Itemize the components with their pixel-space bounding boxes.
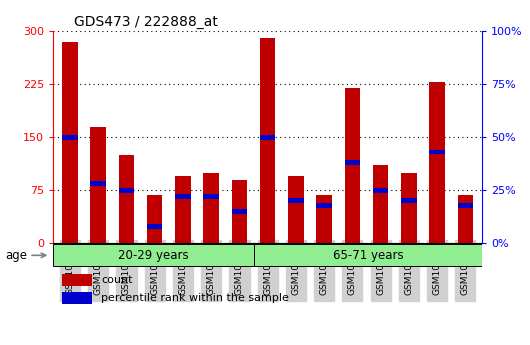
Bar (260, 135, 276, 140)
Bar (260, 38, 276, 243)
Bar (429, 149, 445, 155)
Bar (119, 155, 134, 243)
Bar (316, 195, 332, 243)
Text: 65-71 years: 65-71 years (333, 249, 403, 262)
Bar (119, 188, 134, 193)
Text: percentile rank within the sample: percentile rank within the sample (101, 293, 289, 303)
Bar (91, 127, 106, 243)
FancyArrowPatch shape (32, 253, 46, 257)
Bar (316, 203, 332, 207)
Bar (288, 176, 304, 243)
Bar (62, 135, 78, 140)
Bar (457, 195, 473, 243)
Bar (147, 224, 162, 229)
Bar (373, 166, 388, 243)
Bar (344, 160, 360, 165)
Bar (91, 181, 106, 186)
Text: 20-29 years: 20-29 years (118, 249, 189, 262)
Bar (344, 88, 360, 243)
Bar (175, 176, 191, 243)
Text: GDS473 / 222888_at: GDS473 / 222888_at (74, 14, 218, 29)
Bar (204, 172, 219, 243)
Text: age: age (5, 249, 28, 262)
Text: count: count (101, 276, 132, 285)
Bar (401, 172, 417, 243)
Bar (253, 244, 482, 266)
Bar (429, 82, 445, 243)
Bar (175, 194, 191, 199)
Bar (62, 42, 78, 243)
Bar (232, 179, 247, 243)
Bar (53, 244, 253, 266)
Bar (232, 209, 247, 214)
Bar (373, 188, 388, 193)
Bar (61, 292, 93, 304)
Bar (457, 203, 473, 207)
Bar (204, 194, 219, 199)
Bar (401, 198, 417, 203)
Bar (288, 198, 304, 203)
Bar (147, 195, 162, 243)
Bar (61, 274, 93, 286)
